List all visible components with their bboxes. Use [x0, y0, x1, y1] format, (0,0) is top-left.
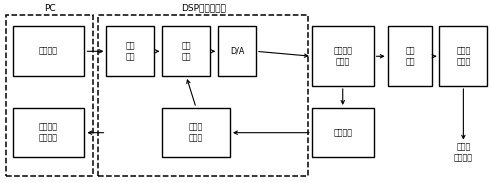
- Text: 机器人
关节位置: 机器人 关节位置: [454, 143, 473, 163]
- Text: D/A: D/A: [230, 47, 244, 56]
- Text: 轨迹
规划: 轨迹 规划: [126, 41, 135, 61]
- Text: 伺服
算法: 伺服 算法: [181, 41, 191, 61]
- Text: 伺服
电机: 伺服 电机: [405, 46, 415, 66]
- Text: 反馈装置: 反馈装置: [333, 128, 352, 137]
- Bar: [13, 108, 84, 158]
- Bar: [6, 15, 93, 176]
- Text: 参数设置
状态查询: 参数设置 状态查询: [39, 123, 58, 143]
- Bar: [162, 27, 210, 76]
- Bar: [312, 108, 374, 158]
- Text: PC: PC: [44, 4, 55, 13]
- Bar: [107, 27, 154, 76]
- Bar: [218, 27, 256, 76]
- Bar: [387, 27, 433, 86]
- Text: 控制指令: 控制指令: [39, 47, 58, 56]
- Text: 伺服驱动
放大器: 伺服驱动 放大器: [333, 46, 352, 66]
- Text: 反馈信
号处理: 反馈信 号处理: [189, 123, 203, 143]
- Text: 机械传
动机构: 机械传 动机构: [456, 46, 470, 66]
- Bar: [98, 15, 308, 176]
- Bar: [162, 108, 230, 158]
- Bar: [13, 27, 84, 76]
- Bar: [439, 27, 487, 86]
- Text: DSP运动控制器: DSP运动控制器: [181, 4, 225, 13]
- Bar: [312, 27, 374, 86]
